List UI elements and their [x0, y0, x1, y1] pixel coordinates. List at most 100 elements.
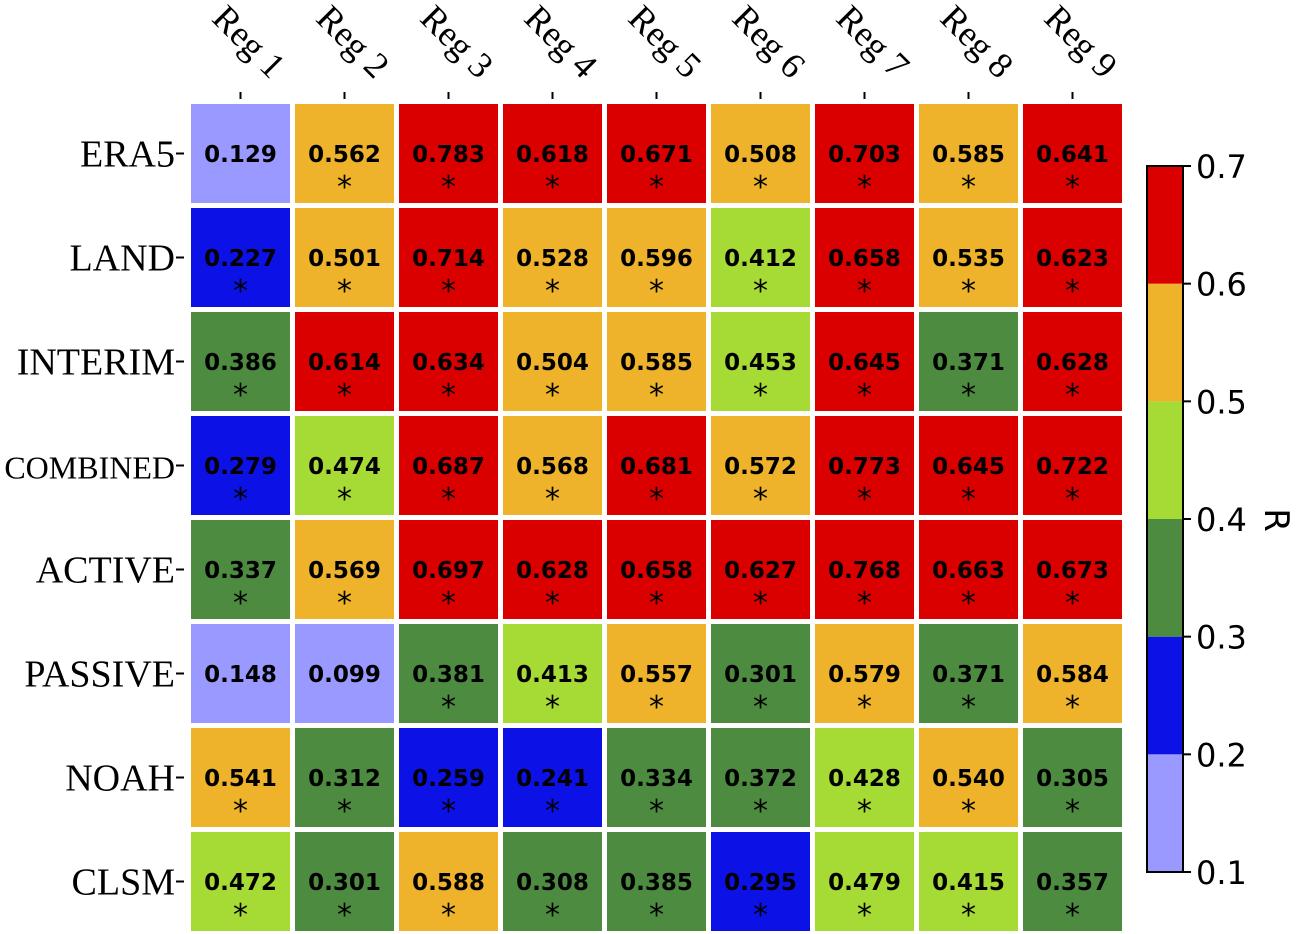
significance-marker: *: [753, 794, 768, 829]
significance-marker: *: [337, 170, 352, 205]
significance-marker: *: [857, 586, 872, 621]
heatmap-cells: 0.129 0.562*0.783*0.618*0.671*0.508*0.703…: [191, 104, 1122, 933]
cell-value-label: 0.614: [308, 350, 381, 376]
cell-value-label: 0.501: [308, 246, 381, 272]
heatmap-cell: 0.535*: [919, 208, 1018, 309]
heatmap-cell: 0.428*: [815, 728, 914, 829]
heatmap-cell: 0.508*: [711, 104, 810, 205]
cell-value-label: 0.099: [308, 662, 381, 688]
cell-clsm-reg-4: [503, 832, 602, 931]
row-label-era5: ERA5: [80, 134, 175, 176]
heatmap-cell: 0.634*: [399, 312, 498, 413]
cell-passive-reg-1: [191, 624, 290, 723]
heatmap-cell: 0.334*: [607, 728, 706, 829]
heatmap-cell: 0.658*: [815, 208, 914, 309]
cell-clsm-reg-3: [399, 832, 498, 931]
colorbar-bin: [1147, 401, 1183, 519]
significance-marker: *: [649, 378, 664, 413]
cell-value-label: 0.671: [620, 142, 693, 168]
cell-value-label: 0.783: [412, 142, 485, 168]
row-label-interim: INTERIM: [17, 342, 175, 384]
cell-value-label: 0.681: [620, 454, 693, 480]
cell-value-label: 0.627: [724, 558, 797, 584]
significance-marker: *: [1065, 378, 1080, 413]
cell-value-label: 0.357: [1036, 870, 1109, 896]
cell-combined-reg-9: [1023, 416, 1122, 515]
cell-noah-reg-4: [503, 728, 602, 827]
heatmap-cell: 0.687*: [399, 416, 498, 517]
heatmap-cell: 0.671*: [607, 104, 706, 205]
significance-marker: *: [649, 690, 664, 725]
cell-land-reg-6: [711, 208, 810, 307]
cell-noah-reg-9: [1023, 728, 1122, 827]
cell-combined-reg-1: [191, 416, 290, 515]
column-label-reg-4: Reg 4: [517, 0, 605, 86]
heatmap-cell: 0.099: [295, 624, 394, 723]
cell-era5-reg-6: [711, 104, 810, 203]
heatmap-cell: 0.381*: [399, 624, 498, 725]
cell-value-label: 0.386: [204, 350, 277, 376]
heatmap-cell: 0.415*: [919, 832, 1018, 933]
cell-active-reg-3: [399, 520, 498, 619]
cell-value-label: 0.472: [204, 870, 277, 896]
cell-combined-reg-6: [711, 416, 810, 515]
cell-value-label: 0.372: [724, 766, 797, 792]
heatmap-cell: 0.579*: [815, 624, 914, 725]
cell-noah-reg-3: [399, 728, 498, 827]
cell-value-label: 0.279: [204, 454, 277, 480]
significance-marker: *: [545, 794, 560, 829]
cell-clsm-reg-8: [919, 832, 1018, 931]
heatmap-cell: 0.618*: [503, 104, 602, 205]
cell-era5-reg-2: [295, 104, 394, 203]
cell-passive-reg-8: [919, 624, 1018, 723]
cell-value-label: 0.371: [932, 662, 1005, 688]
significance-marker: *: [545, 586, 560, 621]
heatmap-cell: 0.295*: [711, 832, 810, 933]
heatmap-cell: 0.572*: [711, 416, 810, 517]
cell-land-reg-1: [191, 208, 290, 307]
significance-marker: *: [545, 898, 560, 933]
row-label-active: ACTIVE: [36, 550, 175, 592]
heatmap-cell: 0.658*: [607, 520, 706, 621]
heatmap-cell: 0.568*: [503, 416, 602, 517]
significance-marker: *: [753, 482, 768, 517]
significance-marker: *: [1065, 482, 1080, 517]
colorbar: 0.7 0.6 0.5 0.4 0.3 0.2 0.1 R: [1146, 148, 1296, 892]
significance-marker: *: [753, 586, 768, 621]
heatmap-cell: 0.714*: [399, 208, 498, 309]
cell-interim-reg-1: [191, 312, 290, 411]
significance-marker: *: [961, 690, 976, 725]
cell-clsm-reg-7: [815, 832, 914, 931]
cell-value-label: 0.227: [204, 246, 277, 272]
significance-marker: *: [649, 170, 664, 205]
cell-value-label: 0.572: [724, 454, 797, 480]
colorbar-tick-label: 0.6: [1196, 266, 1247, 304]
cell-value-label: 0.308: [516, 870, 589, 896]
significance-marker: *: [337, 378, 352, 413]
significance-marker: *: [1065, 274, 1080, 309]
cell-value-label: 0.687: [412, 454, 485, 480]
significance-marker: *: [441, 482, 456, 517]
cell-value-label: 0.413: [516, 662, 589, 688]
cell-value-label: 0.557: [620, 662, 693, 688]
cell-active-reg-8: [919, 520, 1018, 619]
cell-passive-reg-2: [295, 624, 394, 723]
significance-marker: *: [753, 690, 768, 725]
significance-marker: *: [857, 378, 872, 413]
significance-marker: *: [649, 274, 664, 309]
cell-interim-reg-5: [607, 312, 706, 411]
heatmap-cell: 0.472*: [191, 832, 290, 933]
cell-value-label: 0.658: [620, 558, 693, 584]
significance-marker: *: [337, 274, 352, 309]
significance-marker: *: [961, 898, 976, 933]
heatmap-cell: 0.645*: [919, 416, 1018, 517]
heatmap-cell: 0.129: [191, 104, 290, 203]
cell-era5-reg-8: [919, 104, 1018, 203]
significance-marker: *: [961, 274, 976, 309]
significance-marker: *: [545, 170, 560, 205]
cell-value-label: 0.634: [412, 350, 485, 376]
significance-marker: *: [753, 170, 768, 205]
heatmap-cell: 0.501*: [295, 208, 394, 309]
heatmap-cell: 0.227*: [191, 208, 290, 309]
significance-marker: *: [1065, 690, 1080, 725]
